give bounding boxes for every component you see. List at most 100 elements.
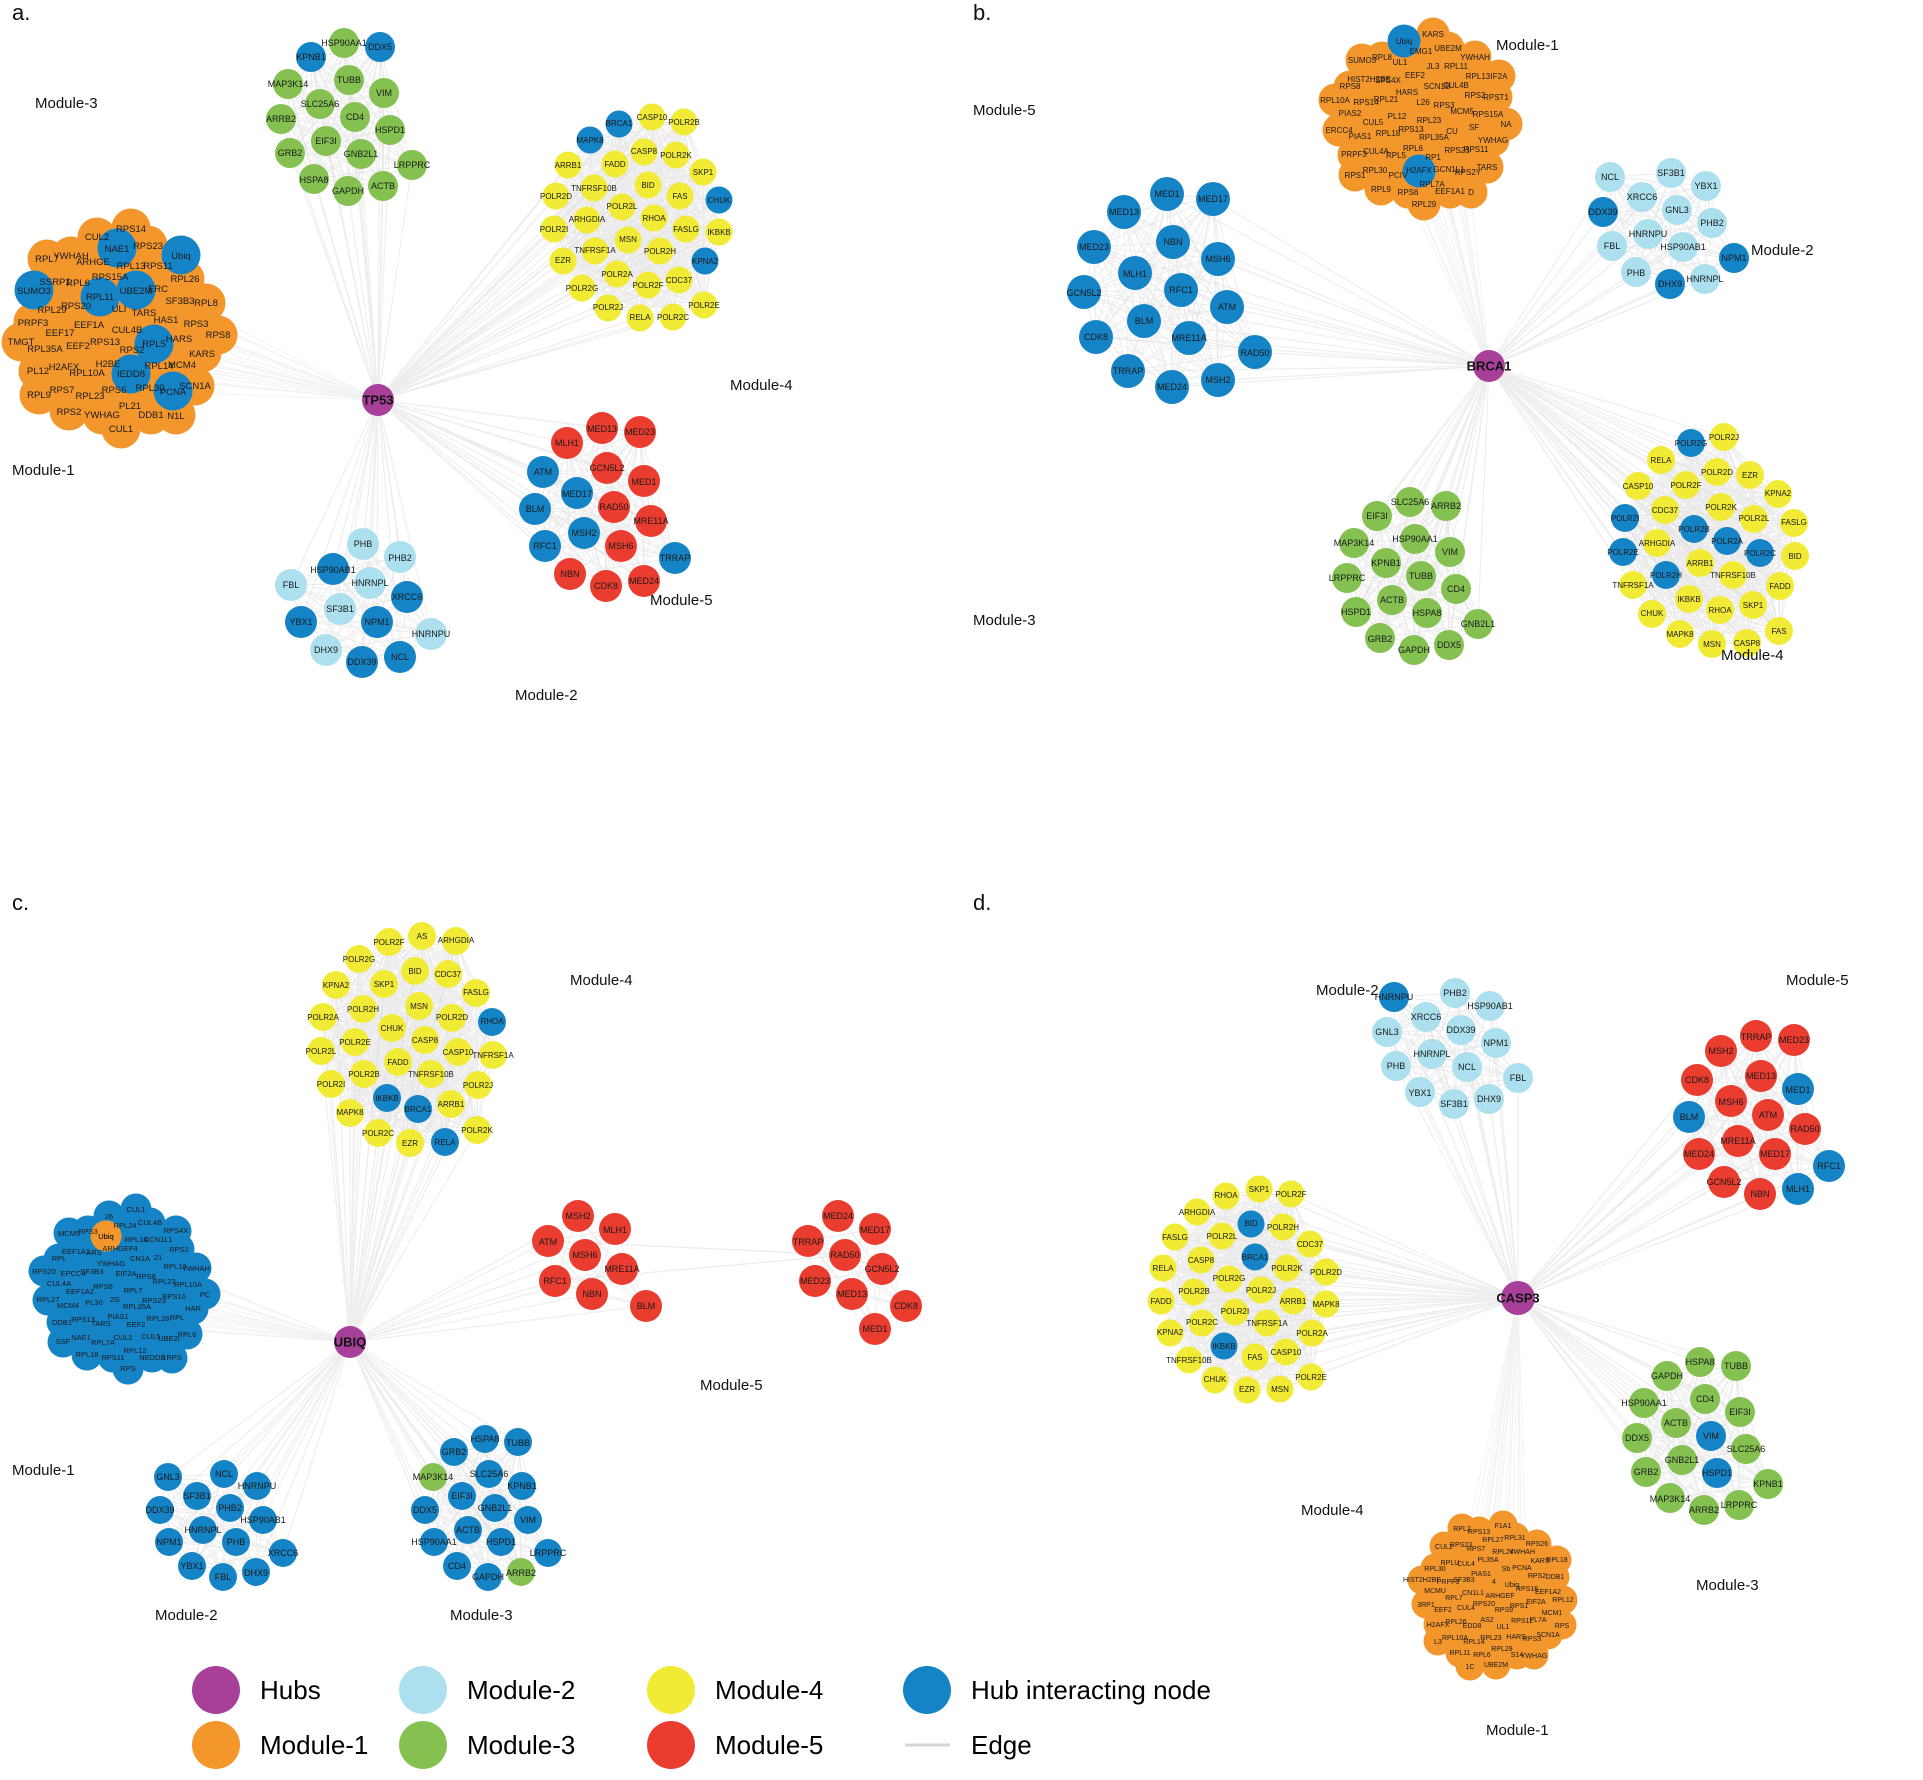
svg-text:RPL18: RPL18 — [1376, 129, 1401, 138]
svg-text:MED1: MED1 — [862, 1324, 887, 1334]
svg-text:RPS14: RPS14 — [116, 224, 146, 235]
svg-text:PRPF3: PRPF3 — [18, 318, 49, 329]
svg-text:GNL3: GNL3 — [1375, 1027, 1399, 1037]
svg-text:BLM: BLM — [1135, 316, 1154, 326]
svg-text:Module-2: Module-2 — [1751, 242, 1814, 259]
svg-text:GRB2: GRB2 — [1368, 634, 1393, 644]
svg-text:Ubiq: Ubiq — [98, 1232, 113, 1241]
svg-text:MED24: MED24 — [823, 1211, 853, 1221]
svg-text:POLR2E: POLR2E — [1295, 1373, 1327, 1382]
svg-text:EZR: EZR — [1239, 1385, 1255, 1394]
svg-text:EEF2: EEF2 — [1405, 71, 1426, 80]
svg-text:CD4: CD4 — [346, 112, 364, 122]
svg-text:ARRB2: ARRB2 — [1689, 1505, 1719, 1515]
svg-text:RPS3: RPS3 — [184, 319, 209, 330]
svg-text:UBE2M: UBE2M — [1434, 44, 1462, 53]
svg-text:MED24: MED24 — [1157, 382, 1187, 392]
svg-text:MED23: MED23 — [1779, 1035, 1809, 1045]
svg-text:MAP3K14: MAP3K14 — [413, 1472, 454, 1482]
svg-text:POLR2B: POLR2B — [348, 1070, 380, 1079]
svg-text:4: 4 — [1492, 1579, 1496, 1586]
svg-text:TRRAP: TRRAP — [660, 553, 691, 563]
svg-text:MAPK8: MAPK8 — [1666, 630, 1694, 639]
svg-text:TRRAP: TRRAP — [1113, 366, 1144, 376]
svg-text:RPL24: RPL24 — [114, 1221, 137, 1230]
svg-text:MED1: MED1 — [631, 477, 656, 487]
svg-text:NBN: NBN — [560, 569, 579, 579]
svg-text:POLR2E: POLR2E — [688, 301, 720, 310]
svg-text:RPL11: RPL11 — [1450, 1650, 1471, 1657]
svg-text:DHX9: DHX9 — [1477, 1094, 1501, 1104]
svg-text:CASP10: CASP10 — [637, 113, 668, 122]
svg-text:RPS6: RPS6 — [1398, 188, 1419, 197]
svg-text:IKBKB: IKBKB — [1212, 1342, 1236, 1351]
svg-text:MED13: MED13 — [587, 424, 617, 434]
svg-text:RPL10A: RPL10A — [174, 1280, 202, 1289]
svg-text:BID: BID — [641, 181, 655, 190]
svg-text:POLR2E: POLR2E — [339, 1038, 371, 1047]
svg-text:RPS26: RPS26 — [1526, 1541, 1548, 1548]
svg-text:Module-4: Module-4 — [1721, 647, 1784, 664]
svg-text:Sb: Sb — [1502, 1566, 1511, 1573]
svg-text:NA: NA — [1500, 120, 1512, 129]
svg-text:CUL4B: CUL4B — [1443, 81, 1469, 90]
svg-text:MSN: MSN — [1703, 640, 1721, 649]
svg-text:CHUK: CHUK — [1641, 609, 1664, 618]
svg-text:UBE2I: UBE2I — [158, 1334, 180, 1343]
svg-text:FADD: FADD — [604, 160, 626, 169]
svg-text:ARRB2: ARRB2 — [266, 114, 296, 124]
svg-text:HSP90AA1: HSP90AA1 — [321, 38, 367, 48]
svg-text:FBL: FBL — [215, 1572, 232, 1582]
svg-text:EZR: EZR — [555, 256, 571, 265]
svg-text:EEF1A: EEF1A — [74, 320, 105, 331]
svg-text:BRCA1: BRCA1 — [1467, 359, 1512, 374]
svg-text:PC: PC — [200, 1290, 211, 1299]
svg-text:RPS7: RPS7 — [50, 385, 75, 396]
svg-text:KPNA2: KPNA2 — [1765, 489, 1792, 498]
svg-text:HNRNPU: HNRNPU — [412, 629, 451, 639]
svg-text:BRCA1: BRCA1 — [405, 1105, 432, 1114]
svg-text:NBN: NBN — [1750, 1189, 1769, 1199]
svg-text:POLR2K: POLR2K — [1705, 503, 1737, 512]
svg-text:POLR2K: POLR2K — [660, 151, 692, 160]
svg-text:MED1: MED1 — [1785, 1085, 1810, 1095]
svg-text:UBE2M: UBE2M — [1484, 1662, 1508, 1669]
svg-text:RP1: RP1 — [1425, 153, 1441, 162]
svg-text:RPL23: RPL23 — [153, 1277, 176, 1286]
svg-text:c.: c. — [12, 890, 29, 915]
svg-text:CASP8: CASP8 — [631, 147, 658, 156]
svg-text:GCN1L1: GCN1L1 — [143, 1235, 172, 1244]
svg-text:PHB: PHB — [354, 539, 373, 549]
svg-text:POLR2L: POLR2L — [1207, 1232, 1238, 1241]
svg-text:HNRNPU: HNRNPU — [1629, 229, 1668, 239]
svg-text:HAS1: HAS1 — [154, 315, 179, 326]
svg-text:MLH1: MLH1 — [1123, 269, 1147, 279]
svg-text:ACTB: ACTB — [1664, 1418, 1688, 1428]
svg-text:N1L: N1L — [167, 411, 184, 422]
svg-text:DDB1: DDB1 — [52, 1318, 72, 1327]
svg-text:RPL12: RPL12 — [1552, 1597, 1574, 1604]
svg-text:MSN: MSN — [1271, 1385, 1289, 1394]
svg-text:d.: d. — [973, 890, 991, 915]
svg-text:NCL: NCL — [391, 652, 409, 662]
svg-text:KARS: KARS — [1422, 30, 1444, 39]
svg-text:KPNB1: KPNB1 — [296, 52, 326, 62]
svg-text:PCNA: PCNA — [1512, 1565, 1532, 1572]
svg-text:RPS23: RPS23 — [133, 241, 163, 252]
svg-text:PHB: PHB — [1387, 1061, 1406, 1071]
svg-text:KPNA2: KPNA2 — [1157, 1328, 1184, 1337]
svg-text:XRCC6: XRCC6 — [268, 1548, 299, 1558]
svg-text:ARHGDIA: ARHGDIA — [569, 215, 606, 224]
svg-text:DHX9: DHX9 — [314, 645, 338, 655]
svg-text:FBL: FBL — [283, 580, 300, 590]
svg-text:TUBB: TUBB — [1724, 1361, 1748, 1371]
svg-text:H2AFX: H2AFX — [49, 362, 80, 373]
svg-text:RPS3: RPS3 — [78, 1227, 98, 1236]
svg-text:POLR2K: POLR2K — [461, 1126, 493, 1135]
svg-text:CUL4A: CUL4A — [47, 1279, 71, 1288]
svg-text:CASP10: CASP10 — [1271, 1348, 1302, 1357]
svg-text:HNRNPU: HNRNPU — [238, 1481, 277, 1491]
svg-text:HSP90AB1: HSP90AB1 — [1467, 1001, 1513, 1011]
svg-text:CASP8: CASP8 — [1188, 1256, 1215, 1265]
svg-text:RPS2: RPS2 — [120, 345, 145, 356]
